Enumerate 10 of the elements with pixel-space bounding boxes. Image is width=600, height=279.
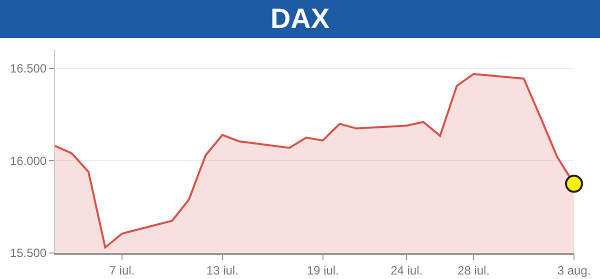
chart-title: DAX	[0, 0, 600, 38]
x-tick-label: 13 iul.	[206, 263, 238, 278]
y-tick-label: 15.500	[10, 246, 47, 260]
x-tick-label: 28 iul.	[458, 263, 490, 278]
y-tick-label: 16.500	[10, 62, 47, 76]
x-tick-label: 7 iul.	[109, 263, 135, 278]
y-tick-label: 16.000	[10, 154, 47, 168]
x-tick-label: 24 iul.	[390, 263, 423, 278]
x-tick-label: 19 iul.	[306, 263, 339, 278]
x-tick-label: 3 aug.	[557, 263, 591, 278]
